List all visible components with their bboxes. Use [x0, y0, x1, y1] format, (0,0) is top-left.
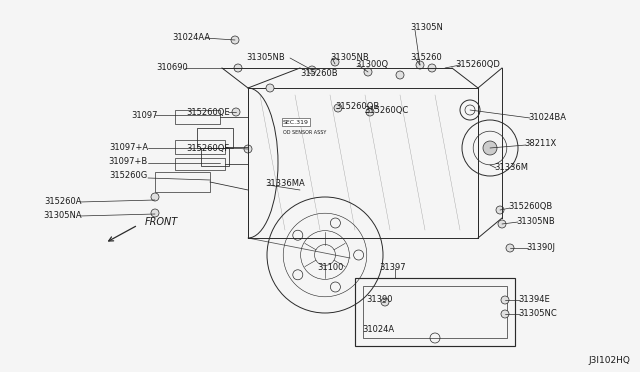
Text: 38211X: 38211X	[524, 138, 556, 148]
Text: 315260B: 315260B	[300, 68, 338, 77]
Circle shape	[428, 64, 436, 72]
Text: SEC.319: SEC.319	[283, 119, 309, 125]
Text: 31097+B: 31097+B	[109, 157, 148, 167]
Circle shape	[334, 104, 342, 112]
Circle shape	[501, 310, 509, 318]
Text: J3I102HQ: J3I102HQ	[588, 356, 630, 365]
Text: 31390J: 31390J	[526, 243, 555, 251]
Text: 31390: 31390	[367, 295, 393, 305]
Circle shape	[501, 296, 509, 304]
Text: 315260G: 315260G	[109, 171, 148, 180]
Circle shape	[366, 108, 374, 116]
Text: FRONT: FRONT	[145, 217, 179, 227]
Text: 31305NB: 31305NB	[330, 52, 369, 61]
Circle shape	[364, 68, 372, 76]
Text: 31336M: 31336M	[494, 163, 528, 171]
Text: 31097: 31097	[131, 110, 158, 119]
Circle shape	[381, 298, 389, 306]
Circle shape	[244, 145, 252, 153]
Text: 31394E: 31394E	[518, 295, 550, 304]
Text: 315260QE: 315260QE	[186, 108, 230, 116]
Circle shape	[308, 66, 316, 74]
Text: 315260A: 315260A	[45, 198, 82, 206]
Text: 315260QC: 315260QC	[364, 106, 408, 115]
Circle shape	[416, 61, 424, 69]
Text: 31100: 31100	[317, 263, 343, 273]
Text: 315260QD: 315260QD	[455, 60, 500, 68]
Circle shape	[266, 84, 274, 92]
Text: 31097+A: 31097+A	[109, 144, 148, 153]
Circle shape	[151, 193, 159, 201]
Circle shape	[232, 108, 240, 116]
Text: 31397: 31397	[380, 263, 406, 272]
Text: 31305NC: 31305NC	[518, 308, 557, 317]
Text: 31305NB: 31305NB	[516, 217, 555, 225]
Text: 315260QB: 315260QB	[335, 103, 380, 112]
Text: 31336MA: 31336MA	[265, 180, 305, 189]
Circle shape	[483, 141, 497, 155]
Circle shape	[151, 209, 159, 217]
Circle shape	[231, 36, 239, 44]
Text: 315260QB: 315260QB	[508, 202, 552, 212]
Text: 31305NB: 31305NB	[246, 52, 285, 61]
Circle shape	[496, 206, 504, 214]
Text: 31024BA: 31024BA	[528, 112, 566, 122]
Circle shape	[506, 244, 514, 252]
Text: 315260QF: 315260QF	[187, 144, 230, 153]
Circle shape	[498, 220, 506, 228]
Circle shape	[331, 58, 339, 66]
Text: OD SENSOR ASSY: OD SENSOR ASSY	[283, 129, 326, 135]
Text: 31024A: 31024A	[362, 326, 394, 334]
Text: 31024AA: 31024AA	[172, 33, 210, 42]
Circle shape	[234, 64, 242, 72]
Text: 31305N: 31305N	[410, 23, 443, 32]
Text: 31300Q: 31300Q	[355, 60, 388, 68]
Circle shape	[396, 71, 404, 79]
Text: 310690: 310690	[156, 64, 188, 73]
Text: 315260: 315260	[410, 52, 442, 61]
Text: 31305NA: 31305NA	[44, 211, 82, 219]
